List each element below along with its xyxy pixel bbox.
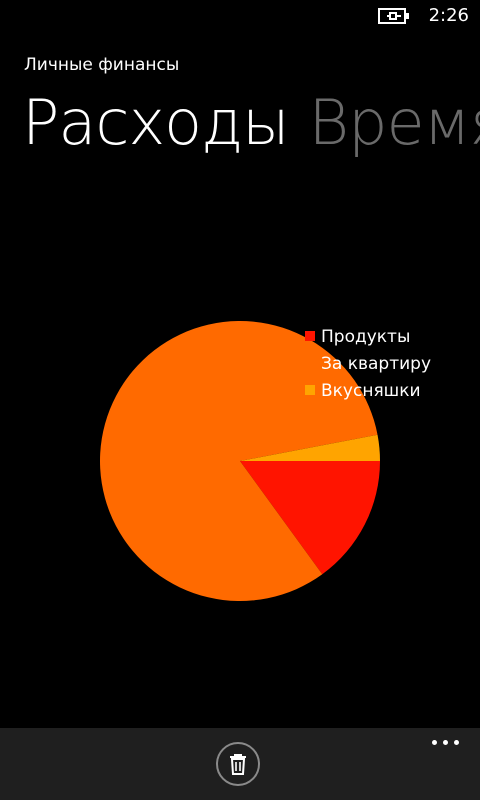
pivot-header-time[interactable]: Время bbox=[308, 86, 480, 159]
app-bar bbox=[0, 728, 480, 800]
delete-button[interactable] bbox=[216, 742, 260, 786]
ellipsis-icon-dot bbox=[454, 740, 459, 745]
trash-icon bbox=[230, 754, 246, 775]
status-bar: 2:26 bbox=[0, 0, 480, 32]
ellipsis-icon-dot bbox=[443, 740, 448, 745]
ellipsis-icon-dot bbox=[432, 740, 437, 745]
pie-slice[interactable] bbox=[240, 434, 380, 461]
legend-swatch bbox=[305, 385, 315, 395]
pivot-headers: РасходыВремя bbox=[22, 86, 480, 166]
pie-slice[interactable] bbox=[240, 461, 380, 575]
legend-swatch bbox=[305, 331, 315, 341]
legend-swatch bbox=[305, 358, 315, 368]
pivot-header-expenses[interactable]: Расходы bbox=[22, 86, 290, 159]
legend-label: Вкусняшки bbox=[321, 381, 421, 401]
legend-label: Продукты bbox=[321, 327, 410, 347]
battery-charging-icon bbox=[378, 8, 409, 24]
legend-label: За квартиру bbox=[321, 354, 431, 374]
status-time: 2:26 bbox=[428, 5, 469, 26]
app-title: Личные финансы bbox=[24, 55, 180, 75]
more-button[interactable] bbox=[432, 734, 462, 748]
